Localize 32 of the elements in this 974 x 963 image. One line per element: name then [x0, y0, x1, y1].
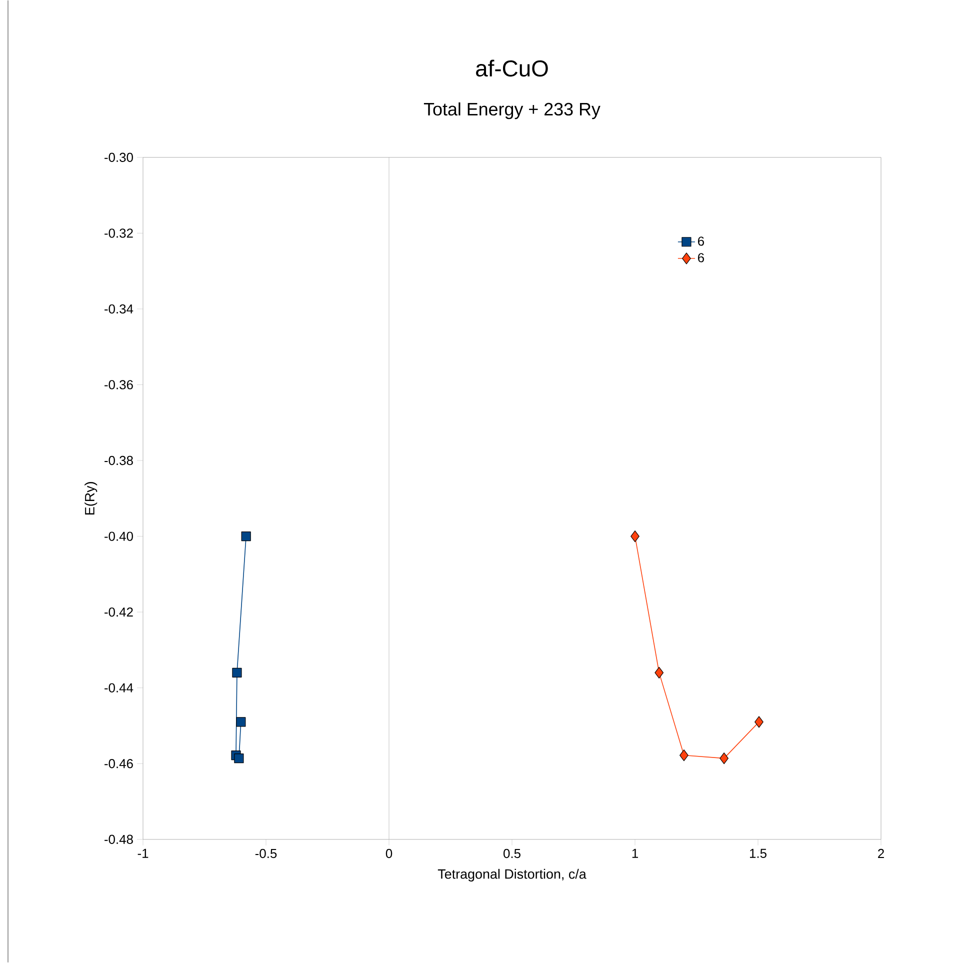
point — [241, 532, 251, 542]
y-tick-label: -0.34 — [104, 304, 134, 314]
x-tick-label: -0.5 — [255, 849, 277, 858]
y-tick-label: -0.46 — [104, 759, 133, 768]
x-tick-label: 2 — [878, 849, 884, 858]
y-tick-label: -0.32 — [104, 228, 133, 238]
chart-title: af-CuO — [476, 60, 548, 77]
x-tick-label: 0.5 — [504, 849, 520, 858]
point — [720, 752, 728, 764]
y-tick-label: -0.40 — [104, 532, 133, 541]
point — [680, 750, 688, 762]
y-tick-label: -0.38 — [104, 456, 133, 466]
chart-subtitle: Total Energy + 233 Ry — [424, 102, 600, 120]
point — [232, 668, 242, 678]
y-tick-label: -0.48 — [104, 834, 133, 844]
x-tick-label: 1 — [632, 849, 638, 858]
point — [754, 716, 764, 728]
y-tick-label: -0.44 — [104, 683, 134, 693]
x-axis-title: Tetragonal Distortion, c/a — [438, 869, 586, 882]
y-tick-label: -0.30 — [104, 152, 133, 162]
y-tick-label: -0.42 — [104, 608, 133, 617]
legend-label: 6 — [698, 236, 704, 246]
point — [236, 717, 246, 727]
point — [630, 530, 640, 542]
x-tick-label: -1 — [138, 849, 148, 858]
x-tick-label: 0 — [386, 849, 392, 858]
point — [234, 754, 244, 764]
x-tick-label: 1.5 — [750, 849, 766, 858]
point — [654, 666, 664, 679]
y-axis-title: E(Ry) — [84, 482, 98, 515]
y-tick-label: -0.36 — [104, 380, 133, 390]
legend-label: 6 — [698, 253, 704, 262]
